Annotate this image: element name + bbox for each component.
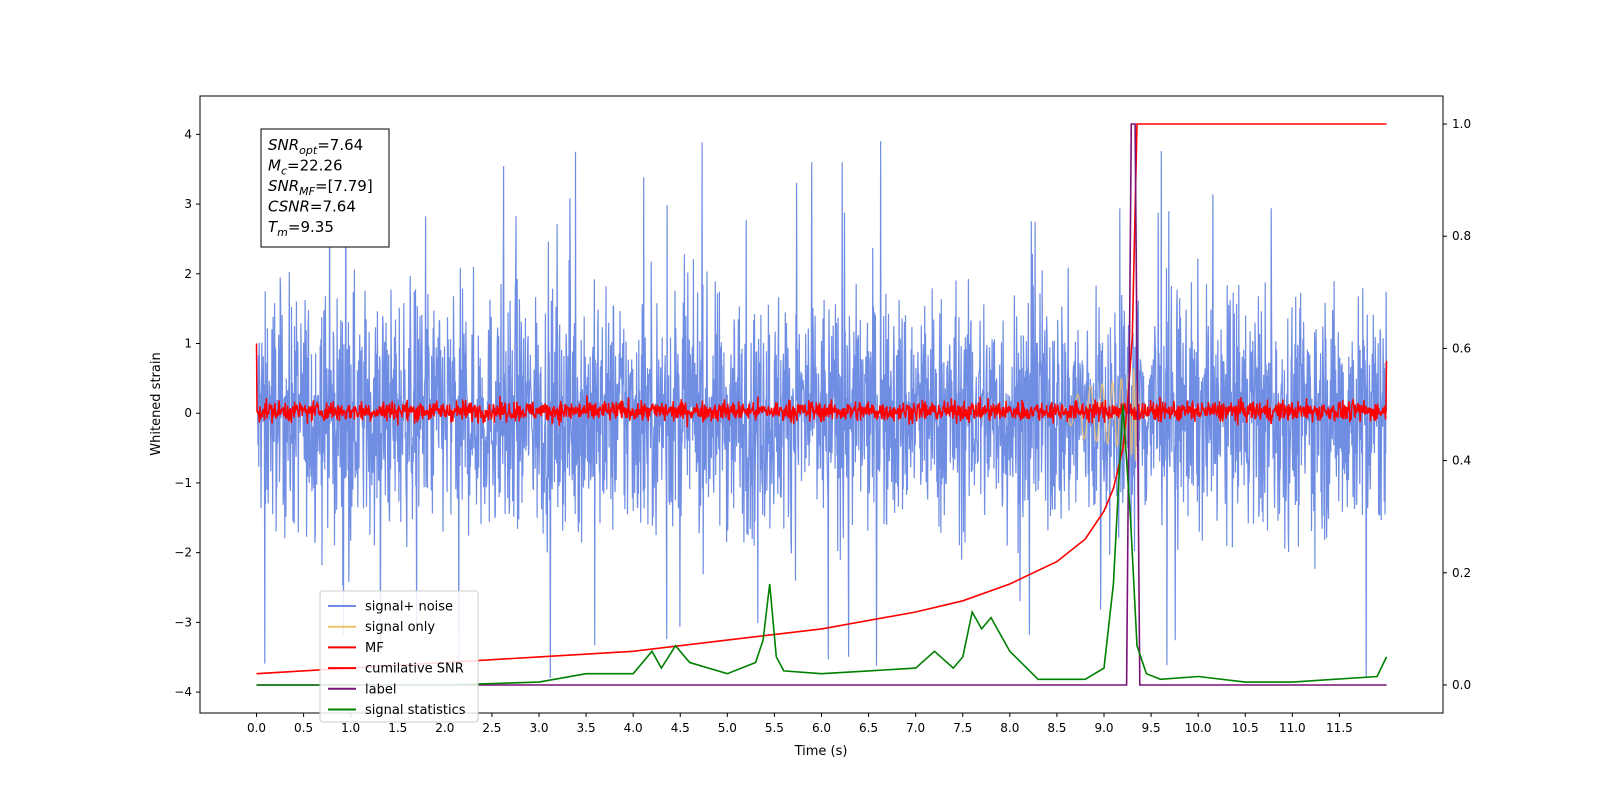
info-line: Tm=9.35 [268,218,334,239]
info-line: Mc=22.26 [268,157,343,178]
legend-label: signal only [365,620,435,635]
series-mf [255,343,1388,428]
legend: signal+ noise signal only MF cumilative SNR… [319,590,479,723]
x-tick-label: 10.0 [1185,721,1212,735]
x-tick-label: 1.5 [388,721,407,735]
x-tick-label: 9.5 [1142,721,1161,735]
y-tick-label: 3 [184,197,192,211]
x-tick-label: 11.5 [1326,721,1353,735]
info-line: CSNR=7.64 [268,198,356,216]
series-layer [255,123,1388,686]
x-tick-label: 0.5 [294,721,313,735]
y-tick-label: 4 [184,127,192,141]
y2-tick-label: 0.2 [1452,566,1471,580]
legend-label: signal+ noise [365,600,453,615]
series-cumulative-snr [256,123,1387,675]
y2-tick-label: 1.0 [1452,117,1471,131]
y2-tick-label: 0.0 [1452,678,1471,692]
series-signal-statistics [256,404,1388,686]
x-tick-label: 1.0 [341,721,360,735]
x-tick-label: 2.0 [435,721,454,735]
series-signal-noise [255,137,1388,679]
x-tick-label: 7.0 [906,721,925,735]
x-axis-label: Time (s) [794,744,848,759]
axes-layer: 0.0 0.5 1.0 1.5 2.0 2.5 3.0 3.5 4.0 4.5 5.0 5.5 6.0 6… [174,117,1471,735]
info-box: SNRopt=7.64Mc=22.26SNRMF=[7.79]CSNR=7.64… [260,128,390,248]
y-tick-label: −1 [174,476,192,490]
y-tick-label: 2 [184,267,192,281]
y-tick-label: −3 [174,615,192,629]
y-tick-label: −2 [174,546,192,560]
x-tick-label: 5.0 [718,721,737,735]
x-tick-label: 10.5 [1232,721,1259,735]
series-label [256,123,1387,686]
y-axis-label: Whitened strain [149,352,164,455]
legend-label: cumilative SNR [365,662,464,677]
x-tick-label: 4.5 [671,721,690,735]
x-tick-label: 5.5 [765,721,784,735]
x-tick-label: 2.5 [482,721,501,735]
x-tick-label: 6.0 [812,721,831,735]
x-tick-label: 9.0 [1094,721,1113,735]
y-tick-label: −4 [174,685,192,699]
y-tick-label: 0 [184,406,192,420]
legend-label: label [365,682,396,697]
y2-tick-label: 0.6 [1452,341,1471,355]
x-tick-label: 0.0 [247,721,266,735]
x-tick-label: 3.0 [529,721,548,735]
x-tick-label: 4.0 [624,721,643,735]
legend-label: signal statistics [365,703,466,718]
x-tick-label: 8.5 [1047,721,1066,735]
x-tick-label: 3.5 [577,721,596,735]
y2-tick-label: 0.8 [1452,229,1471,243]
legend-label: MF [365,641,384,656]
x-tick-label: 11.0 [1279,721,1306,735]
info-line: SNRMF=[7.79] [268,177,373,198]
y2-tick-label: 0.4 [1452,454,1471,468]
x-tick-label: 6.5 [859,721,878,735]
x-tick-label: 7.5 [953,721,972,735]
x-tick-label: 8.0 [1000,721,1019,735]
info-line: SNRopt=7.64 [268,136,363,157]
y-tick-label: 1 [184,336,192,350]
